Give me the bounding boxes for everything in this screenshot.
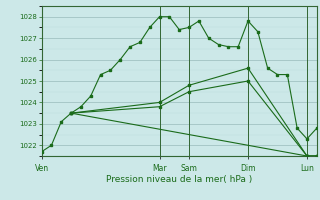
X-axis label: Pression niveau de la mer( hPa ): Pression niveau de la mer( hPa ) (106, 175, 252, 184)
